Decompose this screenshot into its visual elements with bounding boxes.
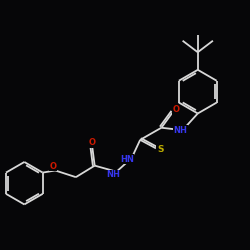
Text: S: S bbox=[157, 145, 164, 154]
Text: NH: NH bbox=[173, 126, 187, 135]
Text: O: O bbox=[173, 105, 180, 114]
Text: O: O bbox=[88, 138, 95, 147]
Text: O: O bbox=[49, 162, 56, 171]
Text: HN: HN bbox=[120, 155, 134, 164]
Text: NH: NH bbox=[106, 170, 120, 179]
